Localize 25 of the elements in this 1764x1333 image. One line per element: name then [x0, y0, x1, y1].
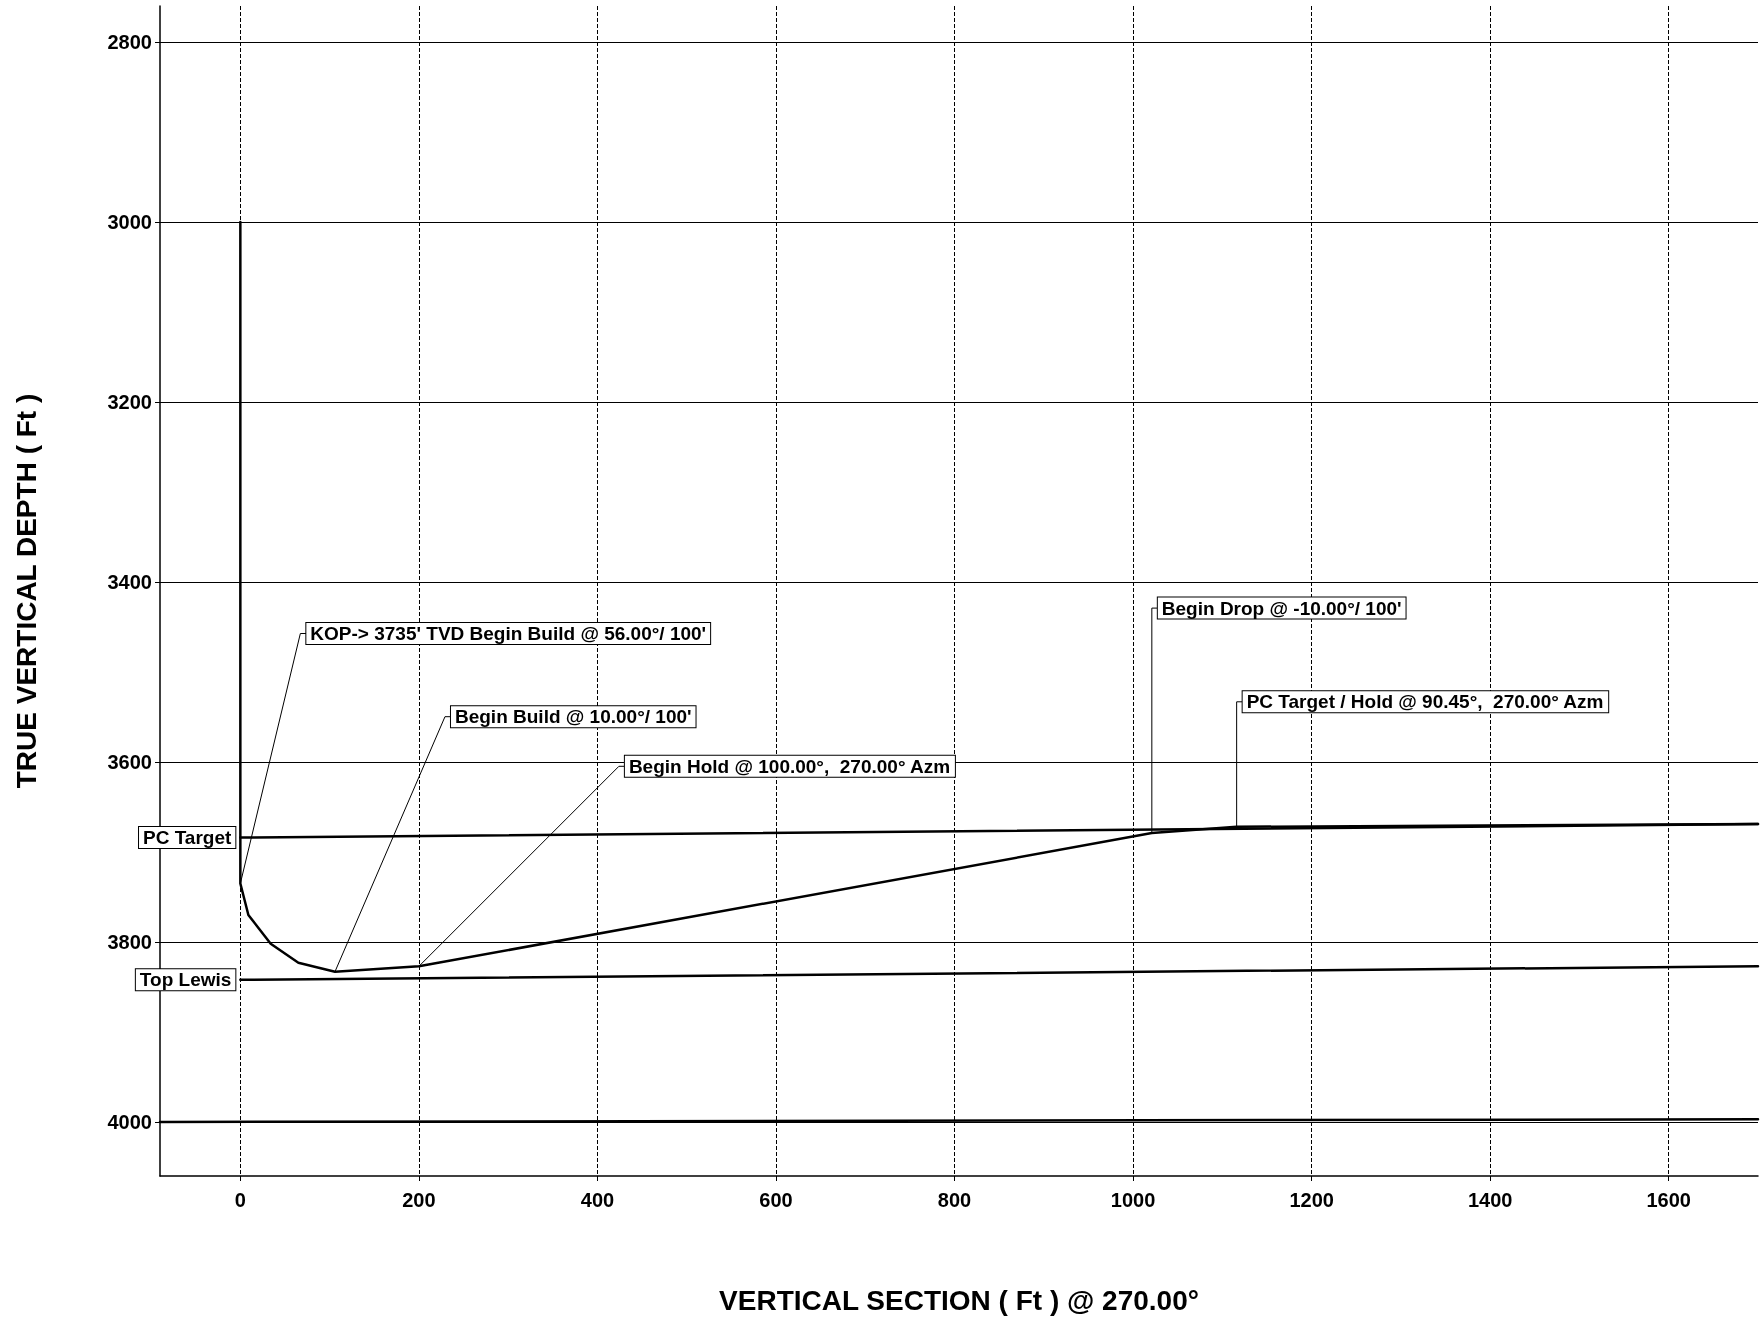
x-tick-label: 600: [759, 1189, 793, 1211]
annotation: Begin Drop @ -10.00°/ 100': [1161, 597, 1402, 619]
y-tick-label: 3400: [107, 571, 152, 593]
x-tick-label: 200: [402, 1189, 436, 1211]
x-tick-label: 400: [580, 1189, 615, 1211]
x-tick-label: 0: [234, 1189, 246, 1211]
annotation: Begin Build @ 10.00°/ 100': [454, 706, 692, 728]
series-label: PC Target: [143, 827, 233, 849]
y-tick-label: 4000: [107, 1111, 152, 1133]
y-axis-title: TRUE VERTICAL DEPTH ( Ft ): [10, 393, 42, 789]
x-tick-label: 1000: [1110, 1189, 1156, 1211]
x-axis-title: VERTICAL SECTION ( Ft ) @ 270.00°: [719, 1284, 1199, 1316]
x-tick-label: 800: [937, 1189, 972, 1211]
annotation: PC Target / Hold @ 90.45°, 270.00° Azm: [1246, 691, 1604, 713]
y-tick-label: 3200: [107, 391, 152, 413]
x-tick-label: 1600: [1646, 1189, 1691, 1211]
y-tick-label: 3000: [107, 211, 152, 233]
y-tick-label: 2800: [107, 31, 152, 53]
y-tick-label: 3800: [107, 931, 152, 953]
series-label: Top Lewis: [139, 969, 232, 991]
annotation: KOP-> 3735' TVD Begin Build @ 56.00°/ 100': [310, 623, 707, 644]
y-tick-label: 3600: [107, 751, 152, 773]
x-tick-label: 1200: [1289, 1189, 1334, 1211]
x-tick-label: 1400: [1467, 1189, 1513, 1211]
annotation: Begin Hold @ 100.00°, 270.00° Azm: [628, 755, 951, 777]
